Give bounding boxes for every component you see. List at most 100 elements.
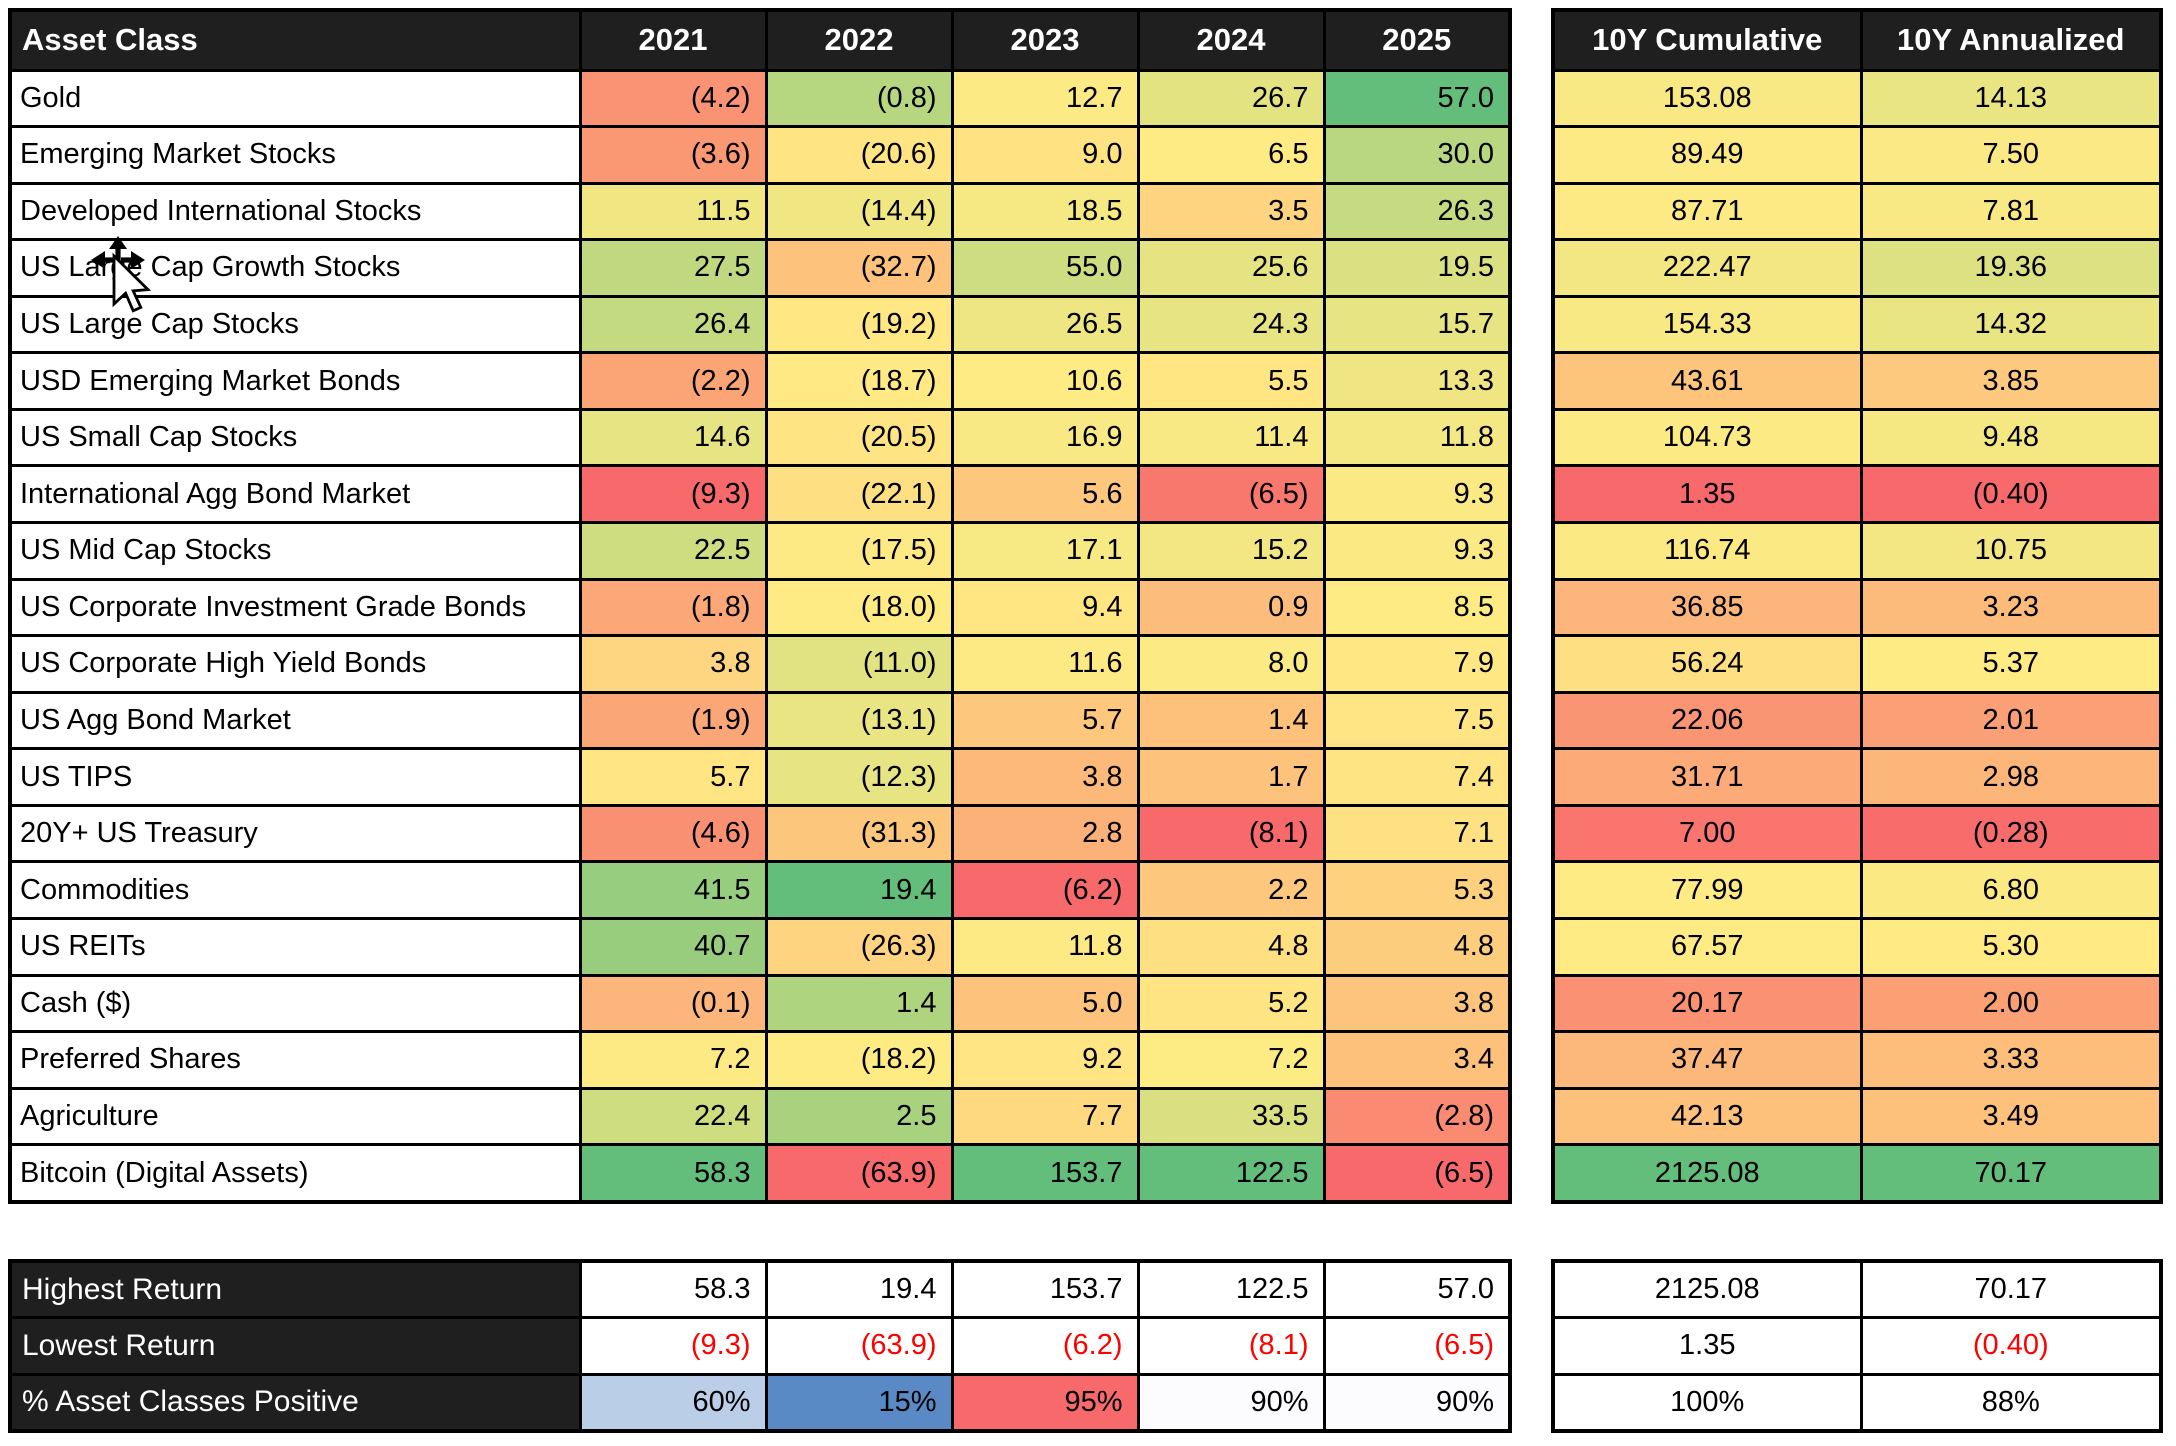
return-cell[interactable]: (22.1) (764, 464, 954, 524)
cumulative-cell[interactable]: 154.33 (1551, 294, 1863, 355)
return-cell[interactable]: 19.4 (764, 860, 954, 920)
return-cell[interactable]: (4.6) (578, 803, 768, 864)
annualized-cell[interactable]: 5.30 (1859, 916, 2163, 977)
return-cell[interactable]: 15.2 (1136, 521, 1326, 581)
cumulative-cell[interactable]: 89.49 (1551, 125, 1863, 185)
return-cell[interactable]: 13.3 (1322, 351, 1512, 411)
return-cell[interactable]: 7.1 (1322, 803, 1512, 864)
return-cell[interactable]: 41.5 (578, 860, 768, 920)
highest-cumulative-cell[interactable]: 2125.08 (1551, 1259, 1863, 1320)
return-cell[interactable]: 40.7 (578, 916, 768, 977)
return-cell[interactable]: 26.4 (578, 294, 768, 355)
return-cell[interactable]: 22.5 (578, 521, 768, 581)
asset-class-name[interactable]: US Corporate Investment Grade Bonds (8, 577, 582, 638)
annualized-cell[interactable]: 2.98 (1859, 747, 2163, 807)
return-cell[interactable]: (32.7) (764, 238, 954, 298)
cumulative-cell[interactable]: 67.57 (1551, 916, 1863, 977)
annualized-cell[interactable]: 3.85 (1859, 351, 2163, 411)
annualized-cell[interactable]: 7.81 (1859, 181, 2163, 242)
return-cell[interactable]: (0.1) (578, 973, 768, 1034)
asset-class-name[interactable]: US Corporate High Yield Bonds (8, 634, 582, 694)
return-cell[interactable]: 10.6 (950, 351, 1140, 411)
return-cell[interactable]: 7.2 (1136, 1030, 1326, 1090)
return-cell[interactable]: 17.1 (950, 521, 1140, 581)
return-cell[interactable]: 7.2 (578, 1030, 768, 1090)
return-cell[interactable]: 11.8 (950, 916, 1140, 977)
col-header-2022[interactable]: 2022 (764, 8, 954, 72)
cumulative-cell[interactable]: 222.47 (1551, 238, 1863, 298)
annualized-cell[interactable]: (0.40) (1859, 464, 2163, 524)
return-cell[interactable]: 30.0 (1322, 125, 1512, 185)
col-header-2021[interactable]: 2021 (578, 8, 768, 72)
return-cell[interactable]: 9.2 (950, 1030, 1140, 1090)
asset-class-name[interactable]: International Agg Bond Market (8, 464, 582, 524)
return-cell[interactable]: (3.6) (578, 125, 768, 185)
cumulative-cell[interactable]: 104.73 (1551, 407, 1863, 468)
annualized-cell[interactable]: 7.50 (1859, 125, 2163, 185)
lowest-return-cell[interactable]: (8.1) (1136, 1316, 1326, 1376)
return-cell[interactable]: 7.7 (950, 1086, 1140, 1147)
return-cell[interactable]: 12.7 (950, 68, 1140, 129)
return-cell[interactable]: (8.1) (1136, 803, 1326, 864)
col-header-asset-class[interactable]: Asset Class (8, 8, 582, 72)
return-cell[interactable]: 1.4 (764, 973, 954, 1034)
return-cell[interactable]: (20.5) (764, 407, 954, 468)
return-cell[interactable]: 5.2 (1136, 973, 1326, 1034)
asset-class-name[interactable]: US Small Cap Stocks (8, 407, 582, 468)
return-cell[interactable]: 3.4 (1322, 1030, 1512, 1090)
return-cell[interactable]: 6.5 (1136, 125, 1326, 185)
return-cell[interactable]: 1.7 (1136, 747, 1326, 807)
return-cell[interactable]: (2.2) (578, 351, 768, 411)
cumulative-cell[interactable]: 31.71 (1551, 747, 1863, 807)
return-cell[interactable]: 122.5 (1136, 1143, 1326, 1204)
lowest-return-cell[interactable]: (63.9) (764, 1316, 954, 1376)
return-cell[interactable]: 7.4 (1322, 747, 1512, 807)
return-cell[interactable]: 5.3 (1322, 860, 1512, 920)
asset-class-name[interactable]: Cash ($) (8, 973, 582, 1034)
highest-return-cell[interactable]: 153.7 (950, 1259, 1140, 1320)
cumulative-cell[interactable]: 87.71 (1551, 181, 1863, 242)
return-cell[interactable]: 19.5 (1322, 238, 1512, 298)
lowest-return-cell[interactable]: (6.2) (950, 1316, 1140, 1376)
cumulative-cell[interactable]: 37.47 (1551, 1030, 1863, 1090)
col-header-10y-annualized[interactable]: 10Y Annualized (1859, 8, 2163, 72)
cumulative-cell[interactable]: 7.00 (1551, 803, 1863, 864)
annualized-cell[interactable]: 3.49 (1859, 1086, 2163, 1147)
annualized-cell[interactable]: 14.13 (1859, 68, 2163, 129)
return-cell[interactable]: (20.6) (764, 125, 954, 185)
return-cell[interactable]: (19.2) (764, 294, 954, 355)
return-cell[interactable]: (18.7) (764, 351, 954, 411)
col-header-2024[interactable]: 2024 (1136, 8, 1326, 72)
highest-return-cell[interactable]: 19.4 (764, 1259, 954, 1320)
cumulative-cell[interactable]: 20.17 (1551, 973, 1863, 1034)
col-header-10y-cumulative[interactable]: 10Y Cumulative (1551, 8, 1863, 72)
return-cell[interactable]: (9.3) (578, 464, 768, 524)
annualized-cell[interactable]: 70.17 (1859, 1143, 2163, 1204)
highest-annualized-cell[interactable]: 70.17 (1859, 1259, 2163, 1320)
asset-class-name[interactable]: US Large Cap Stocks (8, 294, 582, 355)
return-cell[interactable]: (0.8) (764, 68, 954, 129)
return-cell[interactable]: 16.9 (950, 407, 1140, 468)
return-cell[interactable]: 26.5 (950, 294, 1140, 355)
return-cell[interactable]: 9.0 (950, 125, 1140, 185)
lowest-return-cell[interactable]: (9.3) (578, 1316, 768, 1376)
return-cell[interactable]: 24.3 (1136, 294, 1326, 355)
return-cell[interactable]: 3.8 (950, 747, 1140, 807)
return-cell[interactable]: (6.5) (1322, 1143, 1512, 1204)
asset-class-name[interactable]: US REITs (8, 916, 582, 977)
return-cell[interactable]: 0.9 (1136, 577, 1326, 638)
return-cell[interactable]: 2.8 (950, 803, 1140, 864)
summary-label[interactable]: Highest Return (8, 1259, 582, 1320)
return-cell[interactable]: (31.3) (764, 803, 954, 864)
cumulative-cell[interactable]: 36.85 (1551, 577, 1863, 638)
annualized-cell[interactable]: 3.33 (1859, 1030, 2163, 1090)
return-cell[interactable]: 9.3 (1322, 521, 1512, 581)
highest-return-cell[interactable]: 58.3 (578, 1259, 768, 1320)
annualized-cell[interactable]: 6.80 (1859, 860, 2163, 920)
return-cell[interactable]: 18.5 (950, 181, 1140, 242)
return-cell[interactable]: 8.0 (1136, 634, 1326, 694)
lowest-cumulative-cell[interactable]: 1.35 (1551, 1316, 1863, 1376)
annualized-cell[interactable]: 3.23 (1859, 577, 2163, 638)
return-cell[interactable]: 11.6 (950, 634, 1140, 694)
return-cell[interactable]: 11.8 (1322, 407, 1512, 468)
